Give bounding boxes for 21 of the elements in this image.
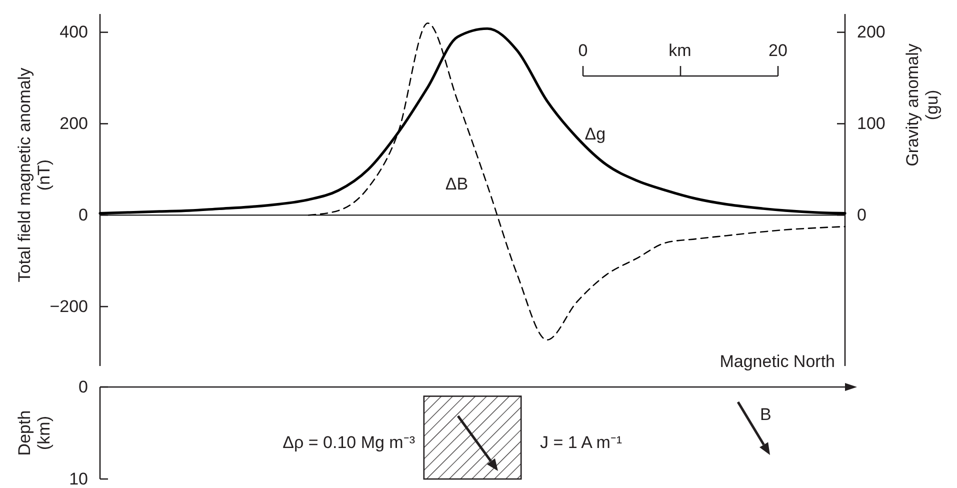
y-tick-label: 0 xyxy=(78,377,88,396)
series-label: Δg xyxy=(584,124,606,144)
y-tick-label: 0 xyxy=(78,206,88,225)
y2-tick-label: 200 xyxy=(857,22,886,42)
annotation: B xyxy=(760,405,772,424)
x-axis-title: Magnetic North xyxy=(720,352,835,371)
y2-tick-label: 0 xyxy=(857,206,866,225)
annotation: Δρ = 0.10 Mg m⁻³ xyxy=(282,433,416,452)
y-axis-title: Total field magnetic anomaly (nT) xyxy=(15,67,54,282)
series-label: ΔB xyxy=(445,174,468,194)
y-tick-label: 400 xyxy=(60,22,88,42)
y2-axis-title: Gravity anomaly (gu) xyxy=(903,43,942,166)
y-tick-label: −200 xyxy=(50,297,88,316)
y2-tick-label: 100 xyxy=(857,114,886,134)
y-tick-label: 200 xyxy=(60,114,88,134)
y-axis-title: Depth (km) xyxy=(15,410,54,456)
annotation: km xyxy=(668,41,692,60)
annotation: J = 1 A m⁻¹ xyxy=(540,433,622,452)
y-tick-label: 10 xyxy=(69,469,88,488)
annotation: 20 xyxy=(768,41,788,60)
annotation: 0 xyxy=(578,41,588,60)
